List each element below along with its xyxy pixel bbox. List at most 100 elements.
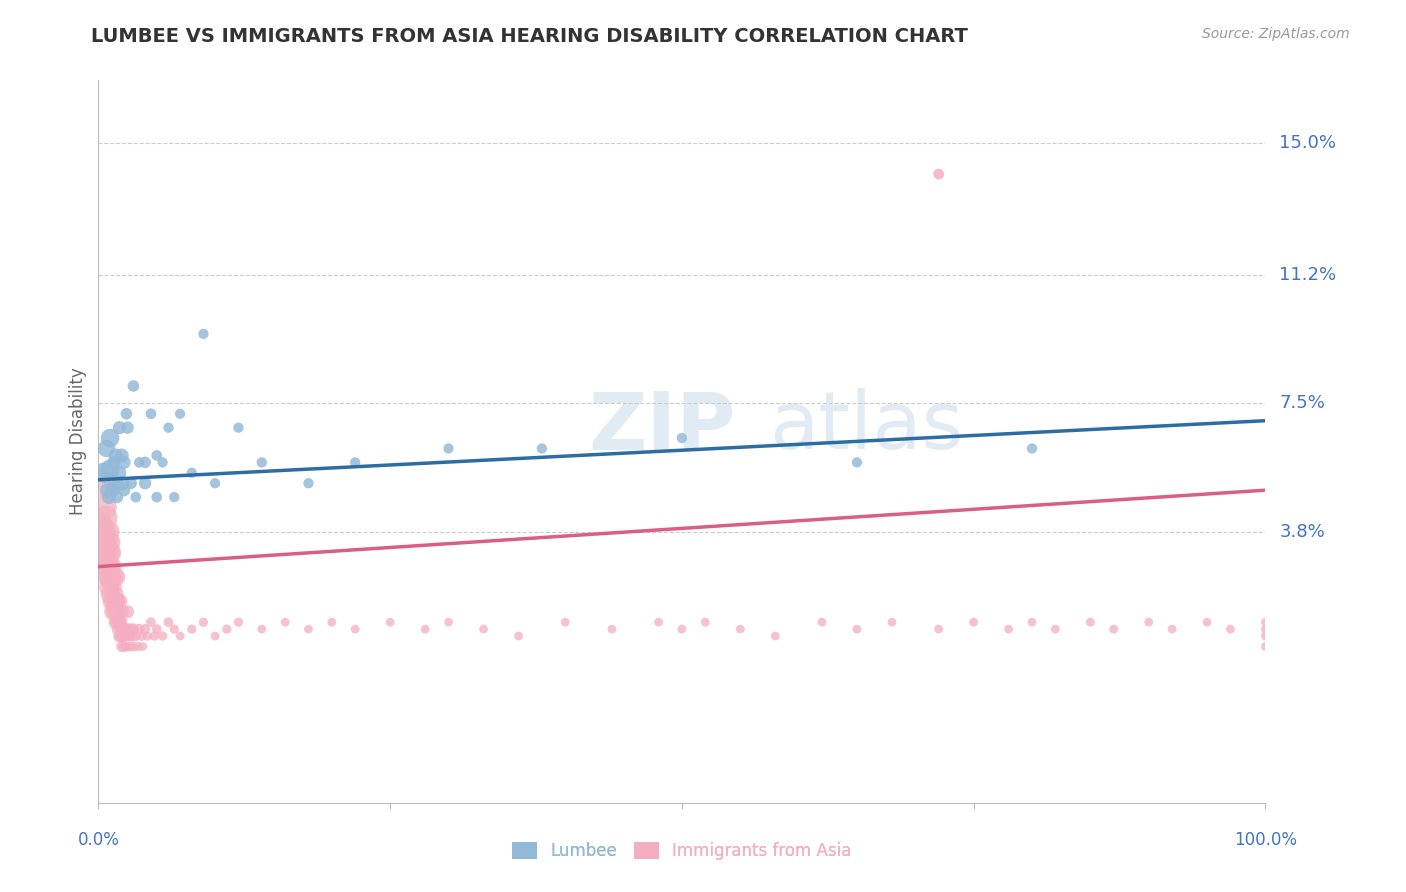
Point	[437, 442, 460, 456]
Point	[846, 455, 869, 469]
Point	[1254, 629, 1277, 643]
Point	[97, 546, 120, 560]
Point	[163, 622, 186, 636]
Point	[132, 640, 155, 654]
Point	[554, 615, 576, 630]
Point	[104, 594, 127, 608]
Point	[104, 570, 127, 584]
Point	[115, 407, 138, 421]
Point	[204, 629, 226, 643]
Point	[108, 466, 131, 480]
Point	[110, 629, 132, 643]
Point	[93, 466, 115, 480]
Point	[811, 615, 834, 630]
Point	[105, 594, 128, 608]
Point	[96, 559, 118, 574]
Point	[108, 420, 131, 434]
Point	[136, 629, 159, 643]
Point	[1137, 615, 1160, 630]
Point	[94, 511, 117, 525]
Point	[297, 476, 319, 491]
Point	[228, 420, 250, 434]
Point	[695, 615, 717, 630]
Point	[169, 407, 191, 421]
Point	[111, 640, 134, 654]
Point	[321, 615, 343, 630]
Point	[122, 379, 145, 393]
Text: Source: ZipAtlas.com: Source: ZipAtlas.com	[1202, 27, 1350, 41]
Point	[111, 449, 134, 463]
Point	[530, 442, 553, 456]
Point	[107, 605, 129, 619]
Point	[1102, 622, 1125, 636]
Point	[215, 622, 238, 636]
Point	[108, 615, 131, 630]
Point	[143, 629, 166, 643]
Y-axis label: Hearing Disability: Hearing Disability	[69, 368, 87, 516]
Text: 3.8%: 3.8%	[1279, 523, 1324, 541]
Text: 11.2%: 11.2%	[1279, 266, 1337, 284]
Point	[380, 615, 402, 630]
Point	[1254, 640, 1277, 654]
Point	[121, 629, 143, 643]
Text: 0.0%: 0.0%	[77, 830, 120, 848]
Point	[122, 640, 145, 654]
Point	[94, 552, 117, 566]
Point	[114, 629, 136, 643]
Point	[108, 594, 131, 608]
Point	[152, 629, 174, 643]
Point	[93, 524, 115, 539]
Point	[671, 622, 693, 636]
Point	[122, 622, 145, 636]
Point	[1045, 622, 1067, 636]
Point	[1195, 615, 1218, 630]
Point	[101, 581, 124, 595]
Point	[112, 640, 135, 654]
Point	[104, 476, 127, 491]
Point	[111, 622, 134, 636]
Point	[93, 500, 115, 515]
Point	[169, 629, 191, 643]
Point	[600, 622, 623, 636]
Point	[98, 546, 121, 560]
Point	[103, 594, 125, 608]
Point	[98, 462, 121, 476]
Point	[118, 640, 141, 654]
Point	[108, 629, 131, 643]
Point	[125, 490, 148, 504]
Point	[228, 615, 250, 630]
Point	[1219, 622, 1241, 636]
Point	[117, 622, 139, 636]
Point	[105, 490, 128, 504]
Point	[90, 476, 112, 491]
Point	[134, 476, 156, 491]
Point	[107, 622, 129, 636]
Point	[112, 455, 135, 469]
Point	[97, 570, 120, 584]
Point	[97, 535, 120, 549]
Point	[472, 622, 495, 636]
Point	[100, 559, 122, 574]
Point	[1021, 615, 1043, 630]
Point	[111, 629, 134, 643]
Point	[508, 629, 530, 643]
Point	[90, 517, 112, 532]
Point	[97, 581, 120, 595]
Point	[91, 535, 114, 549]
Point	[146, 622, 169, 636]
Point	[880, 615, 903, 630]
Point	[120, 476, 142, 491]
Point	[180, 466, 202, 480]
Point	[103, 570, 125, 584]
Point	[128, 455, 150, 469]
Point	[117, 605, 139, 619]
Point	[344, 455, 367, 469]
Point	[1254, 615, 1277, 630]
Point	[1254, 622, 1277, 636]
Text: 100.0%: 100.0%	[1234, 830, 1296, 848]
Point	[134, 455, 156, 469]
Point	[146, 449, 169, 463]
Point	[101, 605, 124, 619]
Point	[104, 449, 127, 463]
Point	[115, 640, 138, 654]
